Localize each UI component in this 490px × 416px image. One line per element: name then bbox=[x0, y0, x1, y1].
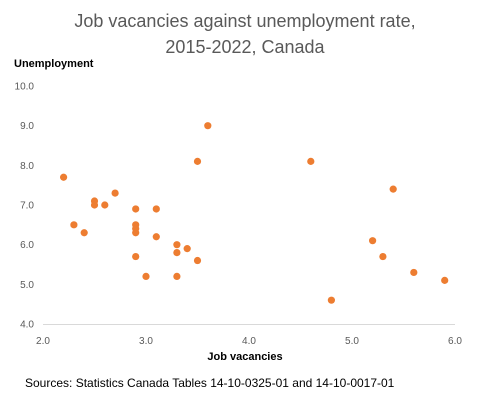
data-point bbox=[410, 268, 418, 277]
data-point bbox=[369, 237, 377, 245]
data-point bbox=[101, 201, 109, 209]
x-tick-label: 2.0 bbox=[36, 336, 50, 347]
chart-title-line-2: 2015-2022, Canada bbox=[165, 37, 325, 57]
tick-labels: 2.0 3.0 4.0 5.0 6.0 4.0 5.0 6.0 7.0 8.0 9.0 10.0 bbox=[15, 82, 463, 348]
data-point bbox=[204, 122, 212, 130]
data-point bbox=[307, 157, 315, 165]
data-point bbox=[183, 245, 191, 253]
y-tick-label: 4.0 bbox=[20, 320, 34, 331]
data-point bbox=[111, 189, 119, 197]
y-tick-label: 9.0 bbox=[20, 121, 34, 132]
data-point bbox=[152, 233, 160, 241]
data-point bbox=[193, 157, 202, 165]
data-point bbox=[173, 272, 181, 280]
x-tick-label: 6.0 bbox=[448, 336, 462, 347]
data-point bbox=[132, 229, 140, 237]
data-point bbox=[70, 221, 78, 229]
data-point bbox=[173, 249, 181, 257]
x-tick-label: 5.0 bbox=[345, 336, 359, 347]
data-point bbox=[389, 185, 397, 193]
y-axis-label: Unemployment bbox=[14, 58, 94, 70]
x-tick-label: 4.0 bbox=[242, 336, 256, 347]
data-point bbox=[379, 252, 387, 261]
y-tick-label: 6.0 bbox=[20, 240, 34, 251]
y-tick-label: 5.0 bbox=[20, 280, 34, 291]
chart-title: Job vacancies against unemployment rate,… bbox=[0, 8, 490, 60]
source-note: Sources: Statistics Canada Tables 14-10-… bbox=[25, 376, 395, 390]
data-point bbox=[132, 205, 140, 213]
y-tick-label: 7.0 bbox=[20, 201, 34, 212]
data-point bbox=[80, 229, 88, 237]
y-tick-label: 10.0 bbox=[15, 82, 35, 93]
x-axis-label: Job vacancies bbox=[207, 351, 283, 363]
data-point bbox=[441, 276, 449, 284]
data-point bbox=[327, 296, 335, 304]
x-tick-label: 3.0 bbox=[139, 336, 153, 347]
data-point bbox=[173, 241, 181, 249]
data-point bbox=[152, 205, 160, 213]
data-point bbox=[193, 256, 202, 265]
y-tick-label: 8.0 bbox=[20, 161, 34, 172]
data-point bbox=[142, 272, 150, 280]
data-point bbox=[60, 173, 68, 181]
data-point bbox=[132, 252, 140, 261]
chart-title-line-1: Job vacancies against unemployment rate, bbox=[74, 11, 416, 31]
data-points bbox=[60, 122, 449, 304]
data-point bbox=[90, 201, 99, 209]
